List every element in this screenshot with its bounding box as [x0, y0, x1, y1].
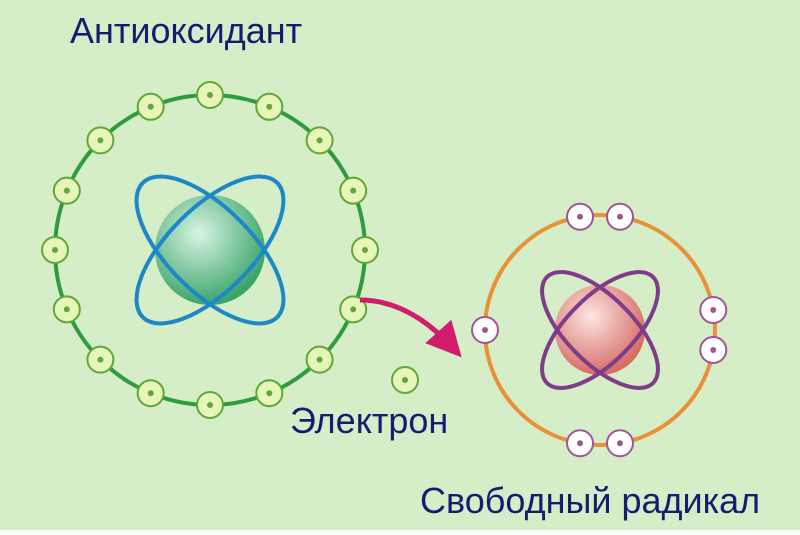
antioxidant-electron [256, 380, 282, 406]
radical-electron [607, 430, 633, 456]
antioxidant-electron [87, 127, 113, 153]
antioxidant-label-text: Антиоксидант [70, 10, 302, 51]
diagram-canvas: Антиоксидант Электрон Свободный радикал [0, 0, 800, 530]
antioxidant-electron [138, 94, 164, 120]
radical-electron [700, 337, 726, 363]
free-radical-label: Свободный радикал [420, 480, 760, 522]
free-radical-label-text: Свободный радикал [420, 480, 760, 521]
electron-label: Электрон [290, 400, 448, 442]
antioxidant-electron [256, 94, 282, 120]
radical-electron [567, 204, 593, 230]
antioxidant-electron [197, 392, 223, 418]
antioxidant-electron [352, 237, 378, 263]
background [0, 0, 800, 530]
antioxidant-electron [307, 347, 333, 373]
radical-lone-electron [472, 317, 498, 343]
antioxidant-electron [42, 237, 68, 263]
diagram-svg [0, 0, 800, 530]
antioxidant-electron [54, 296, 80, 322]
antioxidant-electron [138, 380, 164, 406]
antioxidant-nucleus [155, 195, 265, 305]
antioxidant-electron [54, 178, 80, 204]
antioxidant-electron [87, 347, 113, 373]
radical-electron [567, 430, 593, 456]
radical-electron [700, 297, 726, 323]
electron-label-text: Электрон [290, 400, 448, 441]
donated-electron [392, 367, 418, 393]
radical-electron [607, 204, 633, 230]
antioxidant-electron [340, 178, 366, 204]
antioxidant-label: Антиоксидант [70, 10, 302, 52]
antioxidant-electron [197, 82, 223, 108]
antioxidant-electron [307, 127, 333, 153]
radical-nucleus [555, 285, 645, 375]
